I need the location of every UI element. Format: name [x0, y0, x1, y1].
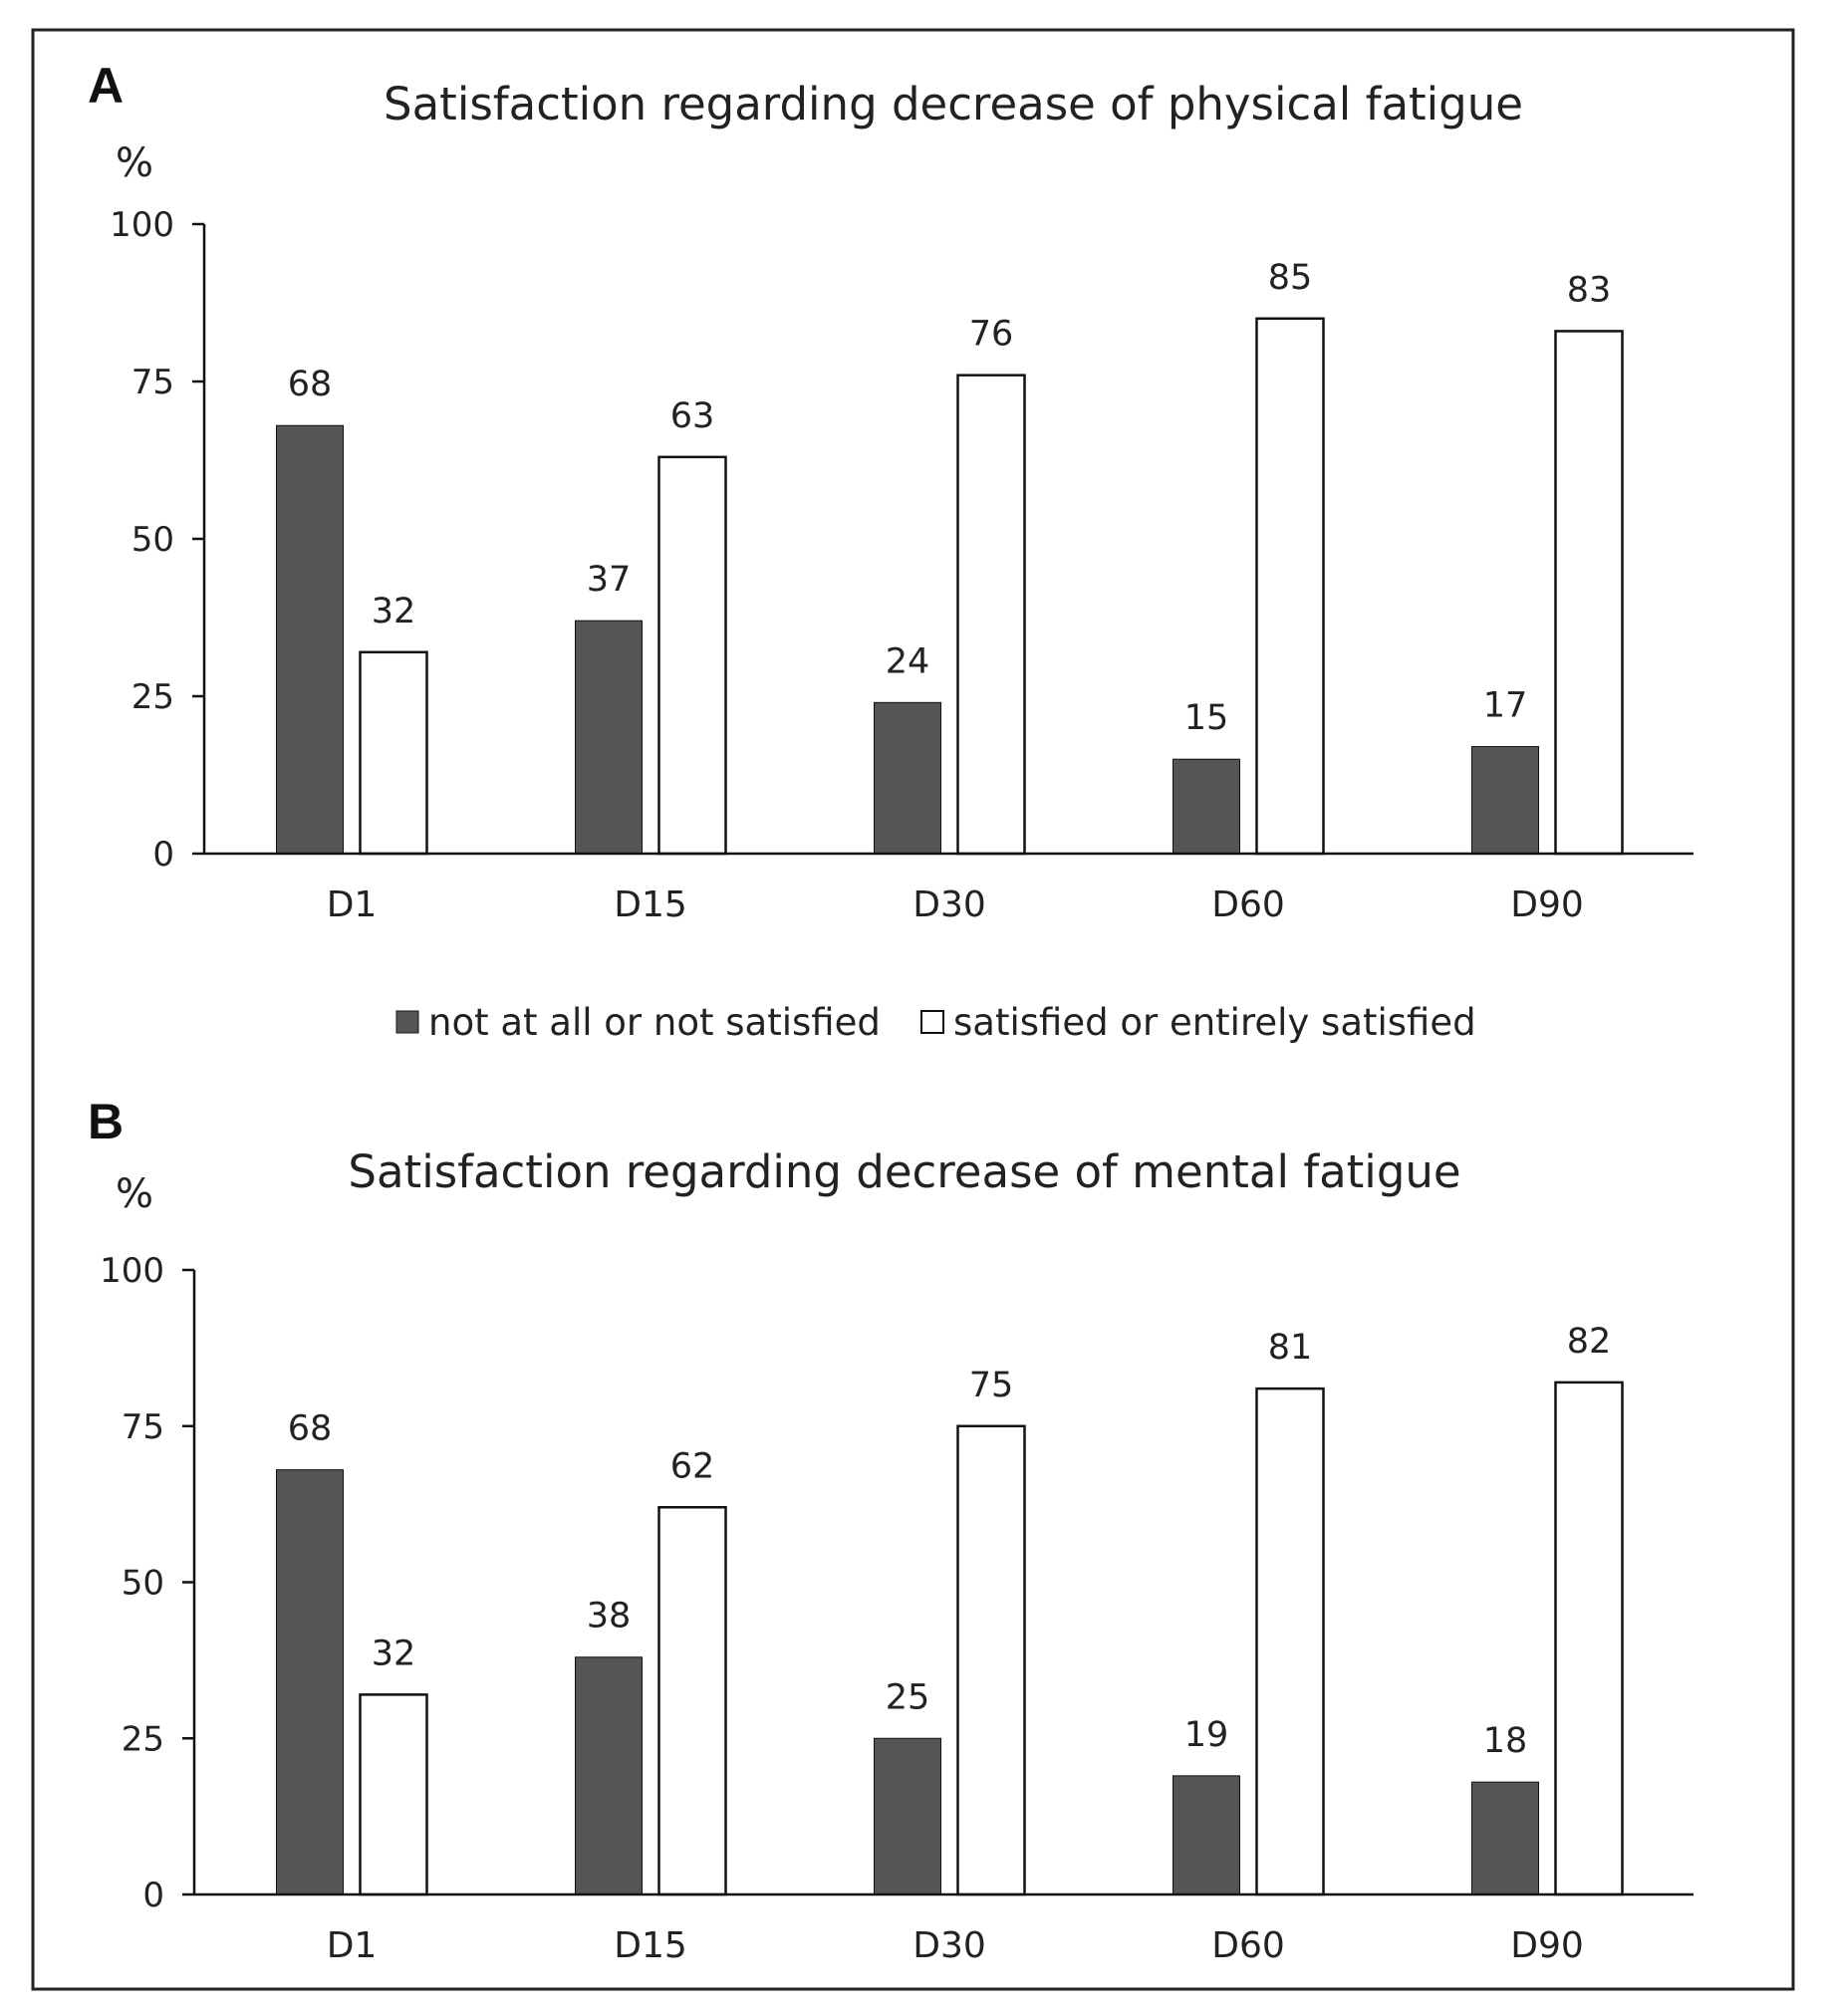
legend-label-satisfied: satisfied or entirely satisfied [953, 1001, 1476, 1044]
panel-b-y-tick-label-0: 0 [142, 1876, 164, 1915]
panel-a-category-label-d90: D90 [1510, 884, 1584, 925]
panel-b-y-tick-label-25: 25 [122, 1719, 164, 1759]
panel-b-y-tick-label-75: 75 [122, 1407, 164, 1447]
panel-a-category-label-d15: D15 [614, 884, 687, 925]
panel-b-category-label-d15: D15 [614, 1925, 687, 1966]
panel-a-value-label-d30-satisfied: 76 [969, 315, 1014, 355]
panel-b-bar-d1-not-satisfied [276, 1469, 344, 1895]
panel-a-title: Satisfaction regarding decrease of physi… [384, 78, 1523, 130]
panel-b-y-tick-label-50: 50 [122, 1564, 164, 1604]
panel-a-value-label-d1-satisfied: 32 [372, 592, 416, 631]
panel-b-bar-d30-satisfied [956, 1424, 1026, 1896]
panel-a-value-label-d60-satisfied: 85 [1268, 258, 1313, 298]
panel-b: B Satisfaction regarding decrease of men… [88, 1094, 1694, 1966]
panel-a-y-tick-label-50: 50 [131, 520, 174, 560]
panel-b-category-label-d30: D30 [913, 1925, 986, 1966]
panel-b-bar-d15-satisfied [657, 1506, 727, 1896]
panel-b-marks: 0 25 50 75 100 68 32 D1 38 62 D15 25 75 D30 19 81 D60 18 8… [100, 1251, 1694, 1966]
legend-swatch-satisfied [920, 1010, 944, 1034]
panel-a-value-label-d15-satisfied: 63 [670, 396, 715, 436]
panel-a-bar-d30-not-satisfied [874, 701, 941, 855]
panel-b-value-label-d1-not-satisfied: 68 [288, 1409, 333, 1449]
panel-a-value-label-d30-not-satisfied: 24 [886, 641, 930, 681]
panel-b-value-label-d1-satisfied: 32 [372, 1634, 416, 1673]
panel-a-value-label-d60-not-satisfied: 15 [1184, 698, 1229, 738]
panel-a-bar-d1-not-satisfied [276, 424, 344, 855]
panel-a-letter: A [88, 58, 124, 114]
panel-a-y-tick-label-100: 100 [110, 205, 174, 245]
panel-a: A Satisfaction regarding decrease of phy… [88, 58, 1694, 925]
panel-a-y-tick-label-0: 0 [152, 835, 174, 875]
panel-b-category-label-d60: D60 [1211, 1925, 1285, 1966]
panel-b-category-label-d90: D90 [1510, 1925, 1584, 1966]
panel-a-y-tick-label-25: 25 [131, 677, 174, 717]
panel-b-value-label-d60-satisfied: 81 [1268, 1328, 1313, 1368]
panel-a-value-label-d90-satisfied: 83 [1567, 270, 1612, 310]
panel-a-bar-d30-satisfied [956, 374, 1026, 856]
panel-a-bar-d60-not-satisfied [1173, 758, 1240, 855]
legend: not at all or not satisfied satisfied or… [395, 1001, 1476, 1044]
panel-a-category-label-d1: D1 [327, 884, 378, 925]
panel-a-marks: 0 25 50 75 100 68 32 D1 37 63 D15 24 76 D30 15 85 D60 17 8… [110, 205, 1694, 925]
panel-b-value-label-d30-not-satisfied: 25 [886, 1677, 930, 1717]
panel-b-y-unit: % [116, 1171, 153, 1217]
panel-b-bar-d90-not-satisfied [1471, 1781, 1539, 1895]
panel-b-value-label-d90-satisfied: 82 [1567, 1322, 1612, 1362]
panel-b-y-tick-label-100: 100 [100, 1251, 164, 1291]
panel-a-y-tick-label-75: 75 [131, 363, 174, 402]
panel-b-category-label-d1: D1 [327, 1925, 378, 1966]
legend-label-not-satisfied: not at all or not satisfied [428, 1001, 881, 1044]
panel-a-bar-d15-satisfied [657, 455, 727, 856]
panel-a-value-label-d90-not-satisfied: 17 [1483, 686, 1528, 726]
panel-b-bar-d60-not-satisfied [1173, 1775, 1240, 1895]
panel-a-bar-d90-not-satisfied [1471, 746, 1539, 855]
panel-b-letter: B [88, 1094, 124, 1149]
panel-b-value-label-d15-not-satisfied: 38 [587, 1597, 632, 1637]
panel-a-bar-d1-satisfied [359, 650, 428, 856]
panel-b-bar-d60-satisfied [1255, 1386, 1325, 1896]
panel-a-category-label-d30: D30 [913, 884, 986, 925]
panel-a-category-label-d60: D60 [1211, 884, 1285, 925]
panel-a-y-unit: % [116, 140, 153, 186]
legend-swatch-not-satisfied [395, 1010, 419, 1034]
panel-b-bar-d15-not-satisfied [575, 1656, 643, 1895]
panel-a-value-label-d15-not-satisfied: 37 [587, 560, 632, 600]
panel-b-title: Satisfaction regarding decrease of menta… [348, 1145, 1460, 1198]
panel-b-value-label-d30-satisfied: 75 [969, 1366, 1014, 1405]
panel-b-value-label-d90-not-satisfied: 18 [1483, 1721, 1528, 1761]
panel-a-bar-d60-satisfied [1255, 317, 1325, 856]
panel-a-bar-d90-satisfied [1554, 330, 1624, 856]
panel-b-value-label-d15-satisfied: 62 [670, 1446, 715, 1486]
panel-a-bar-d15-not-satisfied [575, 620, 643, 855]
panel-b-bar-d90-satisfied [1554, 1381, 1624, 1896]
panel-a-value-label-d1-not-satisfied: 68 [288, 365, 333, 404]
panel-b-value-label-d60-not-satisfied: 19 [1184, 1715, 1229, 1755]
panel-b-bar-d30-not-satisfied [874, 1737, 941, 1895]
panel-b-bar-d1-satisfied [359, 1693, 428, 1896]
